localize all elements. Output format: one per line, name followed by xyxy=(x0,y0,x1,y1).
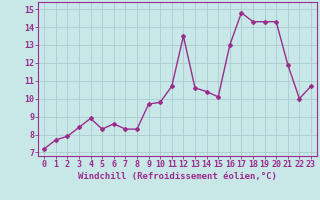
X-axis label: Windchill (Refroidissement éolien,°C): Windchill (Refroidissement éolien,°C) xyxy=(78,172,277,181)
